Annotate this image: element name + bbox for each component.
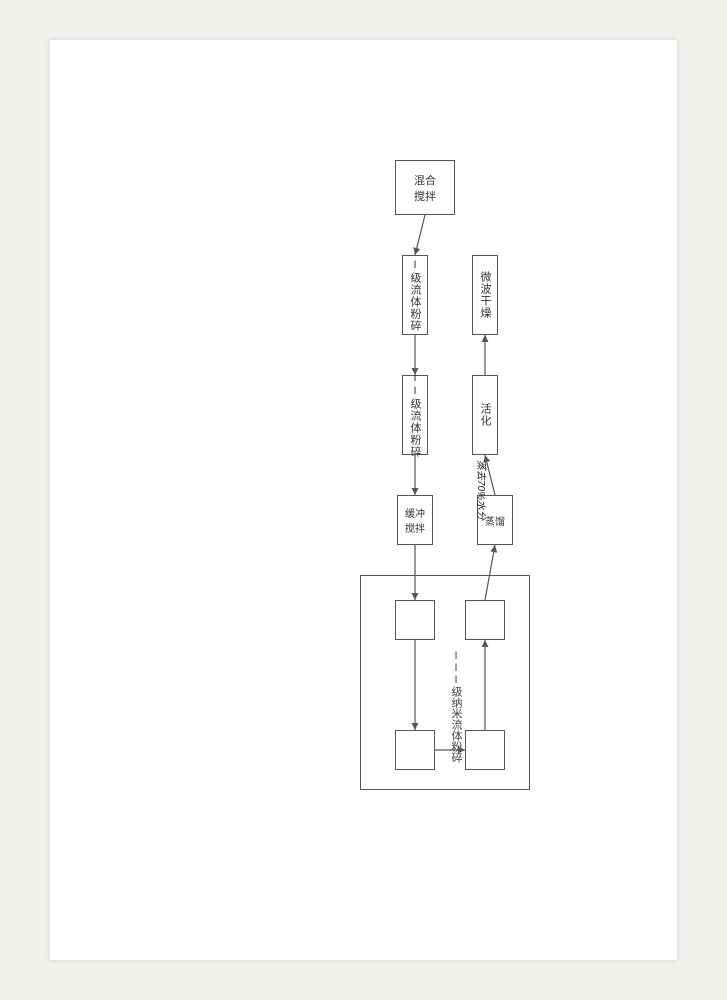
node-nano-d: [465, 600, 505, 640]
node-label: 混合 搅拌: [414, 172, 436, 204]
edge-label-evaporate: 蒸去70%水分: [475, 460, 490, 520]
node-mix-stir: 混合 搅拌: [395, 160, 455, 215]
node-grind-2: II级流体粉碎: [402, 375, 428, 455]
node-microwave-dry: 微波干燥: [472, 255, 498, 335]
node-label: 缓冲 搅拌: [405, 505, 425, 535]
arrows-layer: [50, 40, 677, 960]
node-buffer-stir: 缓冲 搅拌: [397, 495, 433, 545]
node-nano-b: [395, 730, 435, 770]
node-label: 微波干燥: [477, 271, 493, 319]
node-label: 活化: [477, 403, 493, 427]
node-grind-1: I级流体粉碎: [402, 255, 428, 335]
node-label: II级流体粉碎: [407, 372, 423, 458]
group-label: III级纳米流体粉碎: [448, 650, 464, 763]
page: III级纳米流体粉碎 混合 搅拌 I级流体粉碎 II级流体粉碎 缓冲 搅拌 蒸馏…: [50, 40, 677, 960]
node-activate: 活化: [472, 375, 498, 455]
node-nano-c: [465, 730, 505, 770]
node-label: I级流体粉碎: [407, 259, 423, 332]
node-nano-a: [395, 600, 435, 640]
